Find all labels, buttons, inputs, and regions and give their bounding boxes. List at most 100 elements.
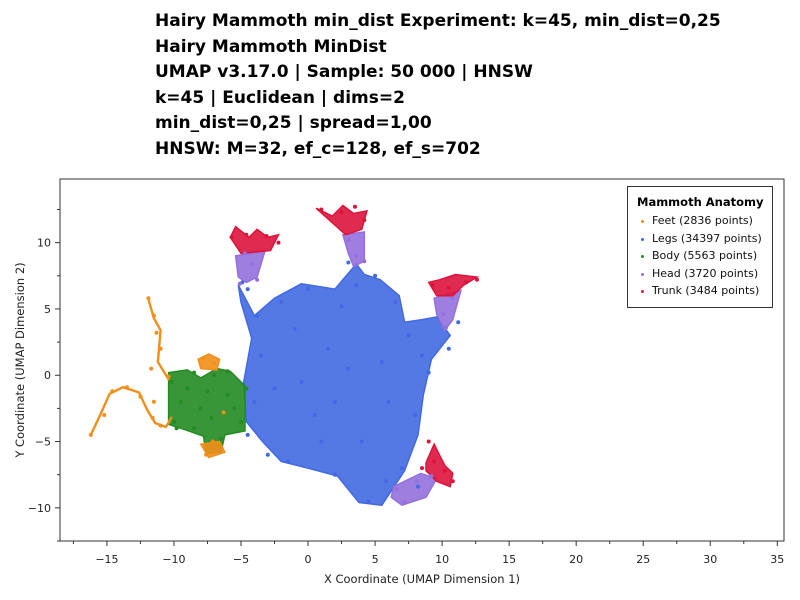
point-body-0: [169, 379, 174, 384]
point-legs-31: [386, 399, 391, 404]
body-region: [167, 367, 246, 455]
legs-region: [237, 262, 452, 506]
point-trunk-11: [475, 277, 479, 282]
legend-item-feet: Feet (2836 points): [641, 214, 753, 227]
point-body-1: [172, 419, 176, 424]
point-trunk-3: [276, 240, 281, 245]
point-feet-17: [210, 439, 215, 444]
legend-label-legs: Legs (34397 points): [652, 232, 762, 245]
point-legs-14: [413, 413, 418, 417]
point-legs-24: [326, 346, 331, 351]
x-tick-label-0: −15: [95, 553, 118, 566]
point-feet-9: [158, 346, 163, 351]
x-tick-label-9: 30: [703, 553, 717, 566]
point-legs-1: [255, 313, 260, 318]
legend-marker-trunk: [641, 289, 644, 293]
point-trunk-6: [353, 204, 357, 209]
point-feet-14: [201, 356, 206, 360]
head-region-2: [341, 231, 366, 268]
x-tick-label-2: −5: [233, 553, 249, 566]
point-legs-17: [456, 320, 461, 325]
point-head-7: [441, 312, 446, 317]
point-trunk-1: [244, 232, 249, 237]
point-legs-10: [265, 452, 270, 457]
legend-item-trunk: Trunk (3484 points): [641, 284, 759, 297]
point-legs-34: [383, 479, 388, 484]
point-feet-2: [110, 389, 115, 394]
point-head-8: [450, 296, 455, 301]
x-tick-label-10: 35: [770, 553, 784, 566]
legend-marker-body: [641, 254, 644, 258]
point-legs-26: [359, 439, 364, 444]
title-block: Hairy Mammoth min_dist Experiment: k=45,…: [155, 9, 721, 162]
point-legs-23: [272, 386, 277, 391]
point-trunk-13: [426, 439, 431, 444]
point-head-0: [243, 251, 247, 256]
point-feet-16: [221, 410, 226, 415]
point-trunk-8: [430, 283, 435, 288]
feet-patch-top: [197, 353, 221, 371]
point-head-12: [429, 474, 434, 478]
head-region-1: [234, 249, 267, 284]
point-legs-11: [332, 472, 337, 477]
point-legs-9: [285, 459, 290, 464]
point-body-11: [205, 389, 210, 394]
point-legs-13: [399, 466, 404, 471]
point-body-6: [239, 419, 243, 424]
point-body-8: [218, 436, 223, 441]
point-feet-7: [151, 399, 156, 404]
point-legs-36: [319, 439, 324, 444]
point-trunk-10: [464, 280, 469, 285]
point-legs-32: [420, 353, 424, 358]
y-tick-label-0: −10: [28, 502, 51, 515]
chart-info-metric: k=45 | Euclidean | dims=2: [155, 87, 405, 108]
point-body-5: [225, 393, 230, 398]
point-trunk-5: [339, 210, 344, 215]
point-body-7: [244, 386, 249, 391]
point-legs-28: [406, 333, 411, 338]
point-body-12: [225, 369, 230, 374]
point-legs-12: [366, 499, 371, 504]
point-legs-2: [259, 353, 264, 358]
point-body-15: [174, 426, 179, 431]
point-legs-15: [426, 370, 431, 375]
point-legs-4: [279, 300, 284, 305]
point-head-2: [255, 277, 260, 282]
axis-ticks: −15 −10 −5 0 5 10 15 20 25 30 35 −10 −5 0 5 10: [28, 208, 784, 566]
x-tick-label-3: 0: [305, 553, 312, 566]
x-tick-label-8: 25: [636, 553, 650, 566]
point-head-3: [237, 281, 242, 286]
plot-frame: [59, 178, 785, 542]
legend: Mammoth Anatomy Feet (2836 points) Legs …: [627, 186, 773, 308]
trunk-region-1: [229, 225, 280, 255]
trunk-region-3: [427, 273, 480, 297]
point-trunk-4: [319, 207, 324, 212]
point-feet-13: [166, 374, 171, 379]
legend-label-feet: Feet (2836 points): [652, 214, 753, 227]
point-body-10: [178, 399, 183, 404]
y-axis-label: Y Coordinate (UMAP Dimension 2): [13, 262, 27, 458]
legend-marker-legs: [641, 237, 644, 241]
point-body-3: [198, 406, 203, 411]
point-head-5: [354, 253, 359, 258]
point-feet-18: [204, 452, 209, 457]
point-head-4: [346, 238, 351, 242]
legend-title: Mammoth Anatomy: [637, 195, 764, 209]
x-tick-label-5: 10: [435, 553, 449, 566]
point-trunk-9: [446, 285, 451, 290]
feet-tail: [89, 386, 173, 437]
point-feet-6: [158, 423, 163, 428]
point-head-11: [414, 479, 419, 484]
legend-label-trunk: Trunk (3484 points): [652, 284, 760, 297]
point-head-9: [444, 325, 449, 330]
legend-item-head: Head (3720 points): [641, 267, 758, 280]
point-legs-3: [252, 399, 257, 404]
point-legs-30: [292, 326, 297, 331]
point-head-1: [249, 261, 254, 266]
point-feet-4: [138, 394, 143, 399]
y-tick-label-1: −5: [35, 436, 51, 449]
point-legs-29: [332, 399, 337, 404]
point-feet-3: [125, 385, 129, 390]
point-legs-18: [373, 273, 378, 278]
point-legs-27: [299, 379, 304, 384]
